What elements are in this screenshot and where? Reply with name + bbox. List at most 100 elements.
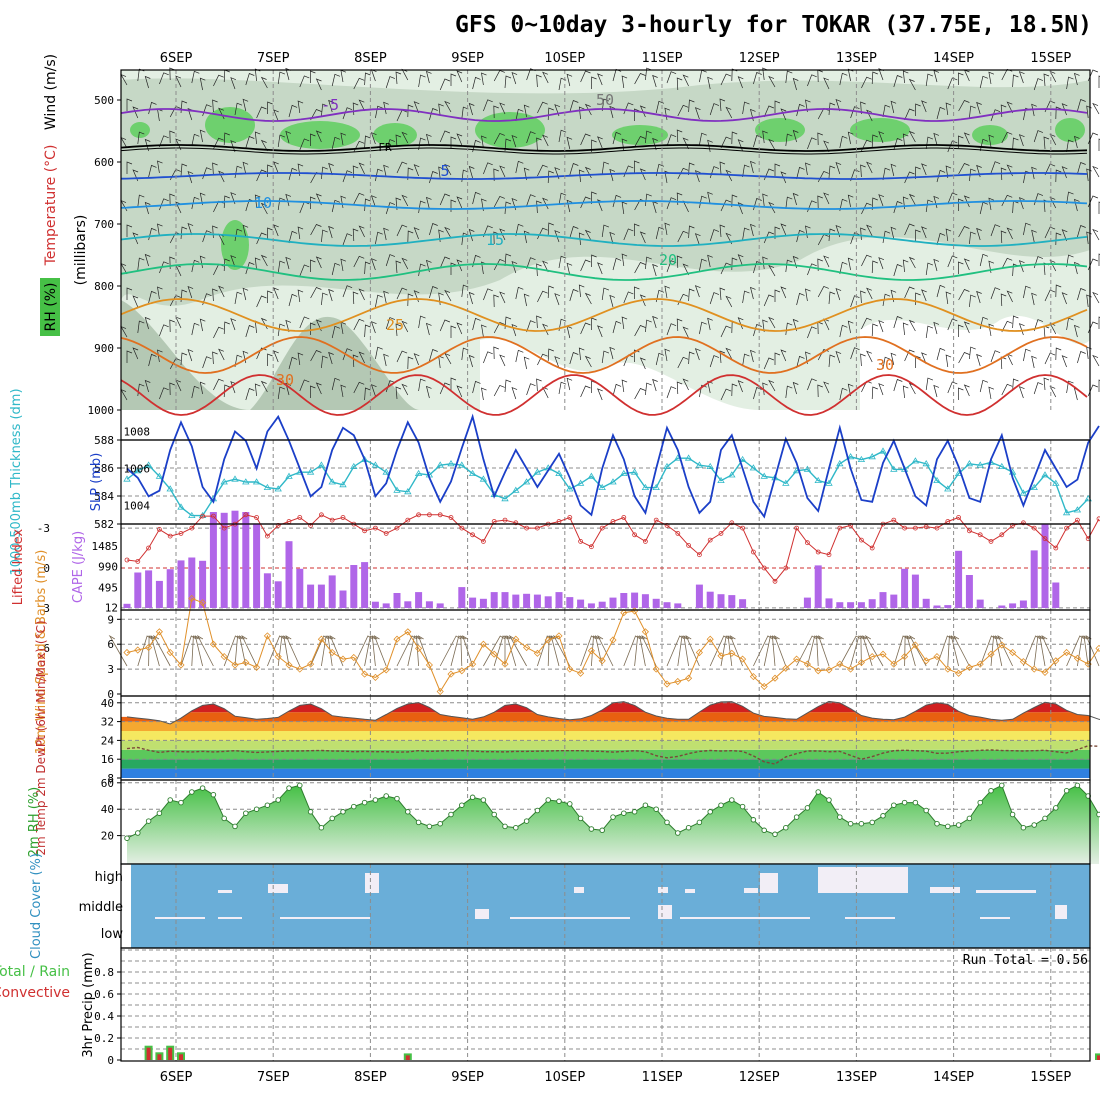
precip-legend: 3hr Precip (mm)Total / RainConvective xyxy=(0,952,96,1057)
wind-barb xyxy=(890,100,897,114)
wind-barb xyxy=(688,225,695,239)
axis-title: 3hr Precip (mm) xyxy=(81,952,96,1057)
wind-barb xyxy=(753,261,762,274)
wind-barb-10m xyxy=(594,635,603,667)
thickness-point xyxy=(242,478,250,485)
wind-barb xyxy=(187,348,194,362)
wind-barb xyxy=(902,322,909,336)
wind-barb xyxy=(331,136,341,150)
thickness-point xyxy=(447,460,455,467)
wind-barb xyxy=(990,224,1001,237)
wind-barb xyxy=(159,135,169,148)
rh-point xyxy=(189,789,195,795)
lifted-index-point xyxy=(459,525,465,531)
rh-high-blob xyxy=(972,125,1008,145)
wind-barb xyxy=(175,75,182,88)
wind-speed-point xyxy=(544,636,552,644)
wind-barb xyxy=(682,326,689,339)
slp-legend: 1000-500mb Thickness (dm) SLP (mb) xyxy=(9,388,104,575)
wind-speed-point xyxy=(652,665,660,673)
lifted-index-point xyxy=(318,512,324,518)
wind-barb xyxy=(468,102,475,116)
wind-barb xyxy=(915,229,921,243)
wind-barb xyxy=(882,293,891,307)
wind-barb xyxy=(591,139,597,153)
wind-barb xyxy=(639,294,646,307)
wind-barb xyxy=(148,164,157,178)
wind-barb xyxy=(370,384,377,397)
wind-barb xyxy=(580,70,591,83)
wind-barb xyxy=(688,288,695,302)
wind-barb xyxy=(904,349,915,362)
lifted-index-point xyxy=(448,515,454,520)
wind-barb-10m xyxy=(460,635,467,667)
precip-frame xyxy=(120,947,1091,1062)
wind-barb xyxy=(375,105,383,119)
wind-barb xyxy=(639,105,646,118)
wind-barb xyxy=(523,104,530,118)
lifted-index-point xyxy=(869,545,875,551)
wind-barb xyxy=(688,351,695,365)
wind-barb xyxy=(425,385,432,399)
wind-barb xyxy=(925,262,934,276)
wind-barb xyxy=(180,352,188,366)
wind-barb xyxy=(569,100,579,113)
wind-barb xyxy=(370,132,377,145)
wind-barb xyxy=(234,228,243,242)
wind-barb xyxy=(921,226,927,239)
wind-barb xyxy=(768,201,776,214)
wind-barb xyxy=(990,287,1001,300)
wind-barb xyxy=(375,346,383,360)
wind-barb xyxy=(652,74,658,88)
thickness-point xyxy=(479,475,488,482)
wind-barb-10m xyxy=(239,635,247,667)
wind-barb xyxy=(157,286,163,300)
wind-barb-10m xyxy=(623,635,641,667)
tick-label: 700 xyxy=(94,218,114,231)
wind-barb xyxy=(882,104,891,118)
lifted-index-point xyxy=(254,515,260,520)
lifted-index-point xyxy=(1042,536,1048,542)
lifted-index-point xyxy=(761,565,767,571)
wind-barb xyxy=(191,70,200,84)
wind-barb xyxy=(742,290,750,304)
wind-barb xyxy=(342,285,353,298)
wind-speed-point xyxy=(177,661,185,669)
wind-barb xyxy=(976,101,982,115)
rh-point xyxy=(1042,815,1048,822)
wind-barb xyxy=(969,105,976,119)
wind-barb xyxy=(936,169,946,183)
wind-barb xyxy=(523,167,530,181)
wind-barb xyxy=(132,347,139,360)
bottom-date-label: 15SEP xyxy=(1030,1070,1071,1085)
tick-label: 20 xyxy=(101,830,114,843)
bottom-date-label: 7SEP xyxy=(257,1070,290,1085)
temperature-contour xyxy=(120,263,1088,281)
wind-barb xyxy=(315,382,322,395)
top-date-label: 11SEP xyxy=(642,51,683,66)
wind-barb xyxy=(483,225,493,238)
wind-barb xyxy=(536,137,542,151)
wind-barb xyxy=(504,253,512,267)
wind-barb xyxy=(925,377,934,391)
wind-barb xyxy=(1061,355,1068,368)
thickness-point xyxy=(155,472,164,479)
wind-barb xyxy=(418,74,426,88)
wind-barb xyxy=(169,193,175,207)
wind-barb xyxy=(861,254,872,267)
lifted-index-point xyxy=(1021,520,1026,526)
thickness-point xyxy=(263,483,272,490)
wind-barb xyxy=(396,350,408,363)
wind-barb xyxy=(871,323,878,337)
wind-barb xyxy=(537,164,548,177)
wind-speed-point xyxy=(868,653,876,661)
wind-barb xyxy=(634,286,640,300)
wind-speed-point xyxy=(307,660,315,668)
wind-barb xyxy=(871,260,878,274)
wind-speed-point xyxy=(641,628,649,636)
thickness-point xyxy=(144,461,153,468)
wind-barb xyxy=(639,231,646,244)
wind-barb xyxy=(893,75,903,88)
temperature-contours xyxy=(120,108,1088,416)
